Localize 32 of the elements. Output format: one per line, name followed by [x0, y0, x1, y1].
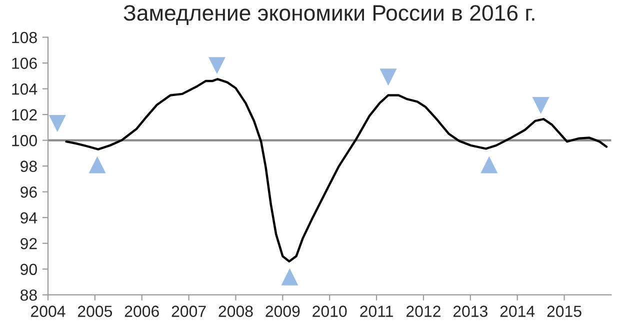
- point: [88, 156, 106, 174]
- line-series: [65, 78, 608, 262]
- point: [480, 156, 498, 174]
- x-tick-label: 2009: [266, 306, 300, 317]
- y-tick-label: 92: [20, 238, 37, 250]
- y-tick-label: 90: [20, 264, 37, 276]
- point: [48, 115, 66, 132]
- point: [281, 268, 298, 286]
- y-tick-label: 102: [12, 109, 37, 120]
- x-tick-label: 2015: [547, 306, 582, 317]
- x-tick-label: 2011: [360, 306, 393, 317]
- y-tick-label: 106: [12, 58, 37, 69]
- y-tick-label: 88: [20, 289, 37, 301]
- x-tick-label: 2005: [78, 306, 112, 317]
- x-tick-label: 2010: [312, 306, 347, 317]
- y-tick-label: 94: [20, 212, 38, 224]
- x-tick-label: 2014: [500, 306, 535, 317]
- x-tick-label: 2012: [406, 306, 440, 317]
- x-tick-label: 2007: [172, 306, 206, 317]
- point: [532, 97, 550, 114]
- chart-title: Замедление экономики России в 2016 г.: [124, 5, 534, 26]
- y-tick-label: 96: [20, 186, 37, 198]
- y-tick-label: 100: [12, 134, 37, 146]
- point: [208, 57, 226, 74]
- x-tick-label: 2013: [453, 306, 488, 317]
- x-tick-label: 2008: [218, 306, 253, 317]
- y-tick-label: 98: [20, 160, 37, 172]
- y-tick-label: 104: [12, 83, 38, 95]
- x-tick-label: 2006: [124, 306, 159, 317]
- point: [380, 68, 397, 86]
- x-tick-label: 2004: [31, 306, 66, 317]
- y-tick-label: 108: [12, 32, 37, 44]
